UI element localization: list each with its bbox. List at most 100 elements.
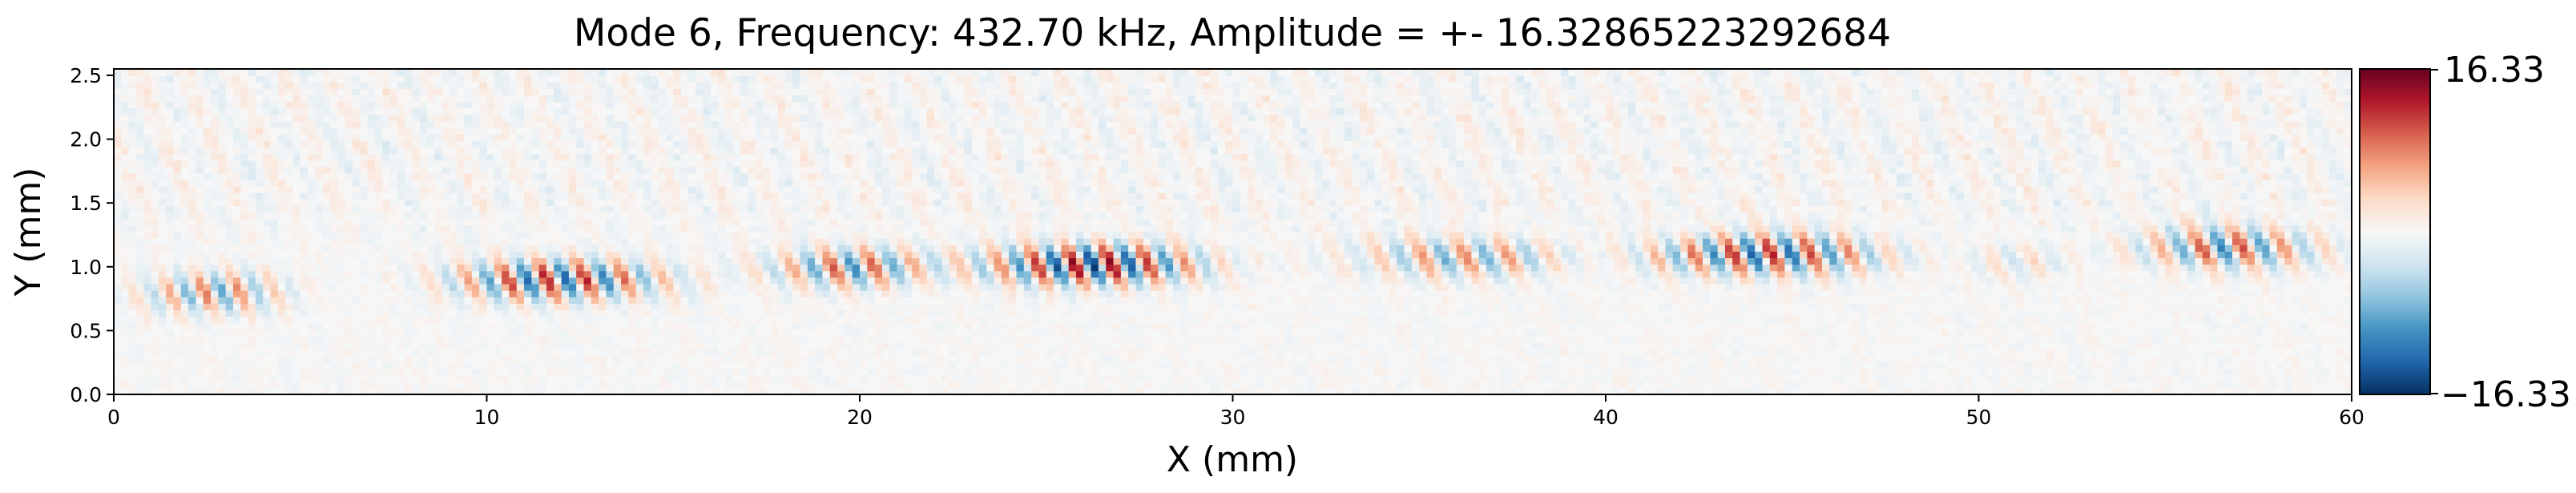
heatmap-cell: [718, 82, 727, 89]
heatmap-cell: [725, 95, 734, 103]
heatmap-cell: [367, 381, 376, 389]
heatmap-cell: [412, 342, 421, 350]
heatmap-cell: [591, 127, 599, 135]
heatmap-cell: [665, 172, 674, 180]
heatmap-cell: [405, 205, 413, 213]
heatmap-cell: [643, 205, 651, 213]
heatmap-cell: [538, 342, 547, 350]
heatmap-cell: [449, 238, 458, 245]
heatmap-cell: [479, 362, 488, 370]
heatmap-cell: [329, 277, 338, 285]
heatmap-cell: [412, 127, 421, 135]
heatmap-cell: [658, 381, 667, 389]
heatmap-cell: [173, 107, 182, 115]
heatmap-cell: [322, 186, 331, 193]
heatmap-cell: [643, 368, 651, 376]
heatmap-cell: [300, 349, 308, 356]
heatmap-cell: [248, 316, 256, 324]
heatmap-cell: [449, 381, 458, 389]
heatmap-cell: [509, 381, 518, 389]
heatmap-cell: [561, 297, 570, 304]
heatmap-cell: [695, 172, 704, 180]
heatmap-cell: [166, 303, 175, 311]
heatmap-cell: [277, 107, 286, 115]
heatmap-cell: [665, 277, 674, 285]
heatmap-cell: [382, 251, 391, 259]
heatmap-cell: [829, 166, 838, 174]
heatmap-cell: [405, 349, 413, 356]
heatmap-cell: [628, 322, 637, 330]
heatmap-cell: [703, 82, 712, 89]
heatmap-cell: [419, 283, 428, 291]
heatmap-cell: [255, 381, 264, 389]
heatmap-cell: [427, 147, 435, 155]
heatmap-cell: [173, 303, 182, 311]
heatmap-cell: [673, 88, 682, 96]
heatmap-cell: [352, 192, 361, 200]
heatmap-cell: [457, 160, 466, 168]
heatmap-cell: [277, 297, 286, 304]
heatmap-cell: [151, 362, 159, 370]
heatmap-cell: [322, 120, 331, 128]
heatmap-cell: [658, 140, 667, 148]
heatmap-cell: [121, 264, 130, 272]
heatmap-cell: [748, 160, 756, 168]
heatmap-cell: [800, 381, 808, 389]
heatmap-cell: [188, 160, 197, 168]
heatmap-cell: [852, 264, 861, 272]
heatmap-cell: [374, 309, 383, 317]
heatmap-cell: [494, 303, 502, 311]
heatmap-cell: [576, 277, 585, 285]
heatmap-cell: [748, 335, 756, 343]
heatmap-cell: [815, 95, 824, 103]
heatmap-cell: [524, 212, 532, 220]
heatmap-cell: [419, 329, 428, 337]
heatmap-cell: [524, 134, 532, 141]
heatmap-cell: [792, 153, 801, 161]
heatmap-cell: [576, 180, 585, 187]
heatmap-cell: [114, 82, 122, 89]
heatmap-cell: [255, 107, 264, 115]
heatmap-cell: [427, 107, 435, 115]
heatmap-cell: [143, 349, 152, 356]
heatmap-cell: [315, 166, 324, 174]
heatmap-cell: [405, 232, 413, 239]
heatmap-cell: [427, 199, 435, 207]
heatmap-cell: [815, 303, 824, 311]
heatmap-cell: [740, 172, 748, 180]
heatmap-cell: [807, 322, 816, 330]
heatmap-cell: [300, 381, 308, 389]
heatmap-cell: [762, 192, 771, 200]
heatmap-cell: [277, 362, 286, 370]
heatmap-cell: [248, 270, 256, 278]
heatmap-cell: [471, 349, 480, 356]
heatmap-cell: [606, 172, 615, 180]
heatmap-cell: [285, 238, 294, 245]
heatmap-cell: [360, 283, 369, 291]
heatmap-cell: [800, 251, 808, 259]
heatmap-cell: [524, 95, 532, 103]
heatmap-cell: [211, 251, 219, 259]
heatmap-cell: [449, 316, 458, 324]
heatmap-cell: [285, 368, 294, 376]
heatmap-cell: [292, 297, 301, 304]
heatmap-cell: [457, 277, 466, 285]
heatmap-cell: [651, 374, 659, 382]
heatmap-cell: [218, 238, 227, 245]
heatmap-cell: [218, 297, 227, 304]
heatmap-cell: [583, 69, 592, 76]
heatmap-cell: [441, 270, 450, 278]
heatmap-cell: [173, 290, 182, 297]
heatmap-cell: [203, 114, 212, 122]
heatmap-cell: [770, 362, 779, 370]
heatmap-cell: [770, 355, 779, 362]
heatmap-cell: [158, 264, 167, 272]
heatmap-cell: [538, 257, 547, 265]
heatmap-cell: [322, 199, 331, 207]
heatmap-cell: [225, 309, 234, 317]
heatmap-cell: [345, 283, 353, 291]
heatmap-cell: [829, 368, 838, 376]
heatmap-cell: [196, 283, 204, 291]
heatmap-cell: [263, 140, 272, 148]
heatmap-cell: [852, 374, 861, 382]
